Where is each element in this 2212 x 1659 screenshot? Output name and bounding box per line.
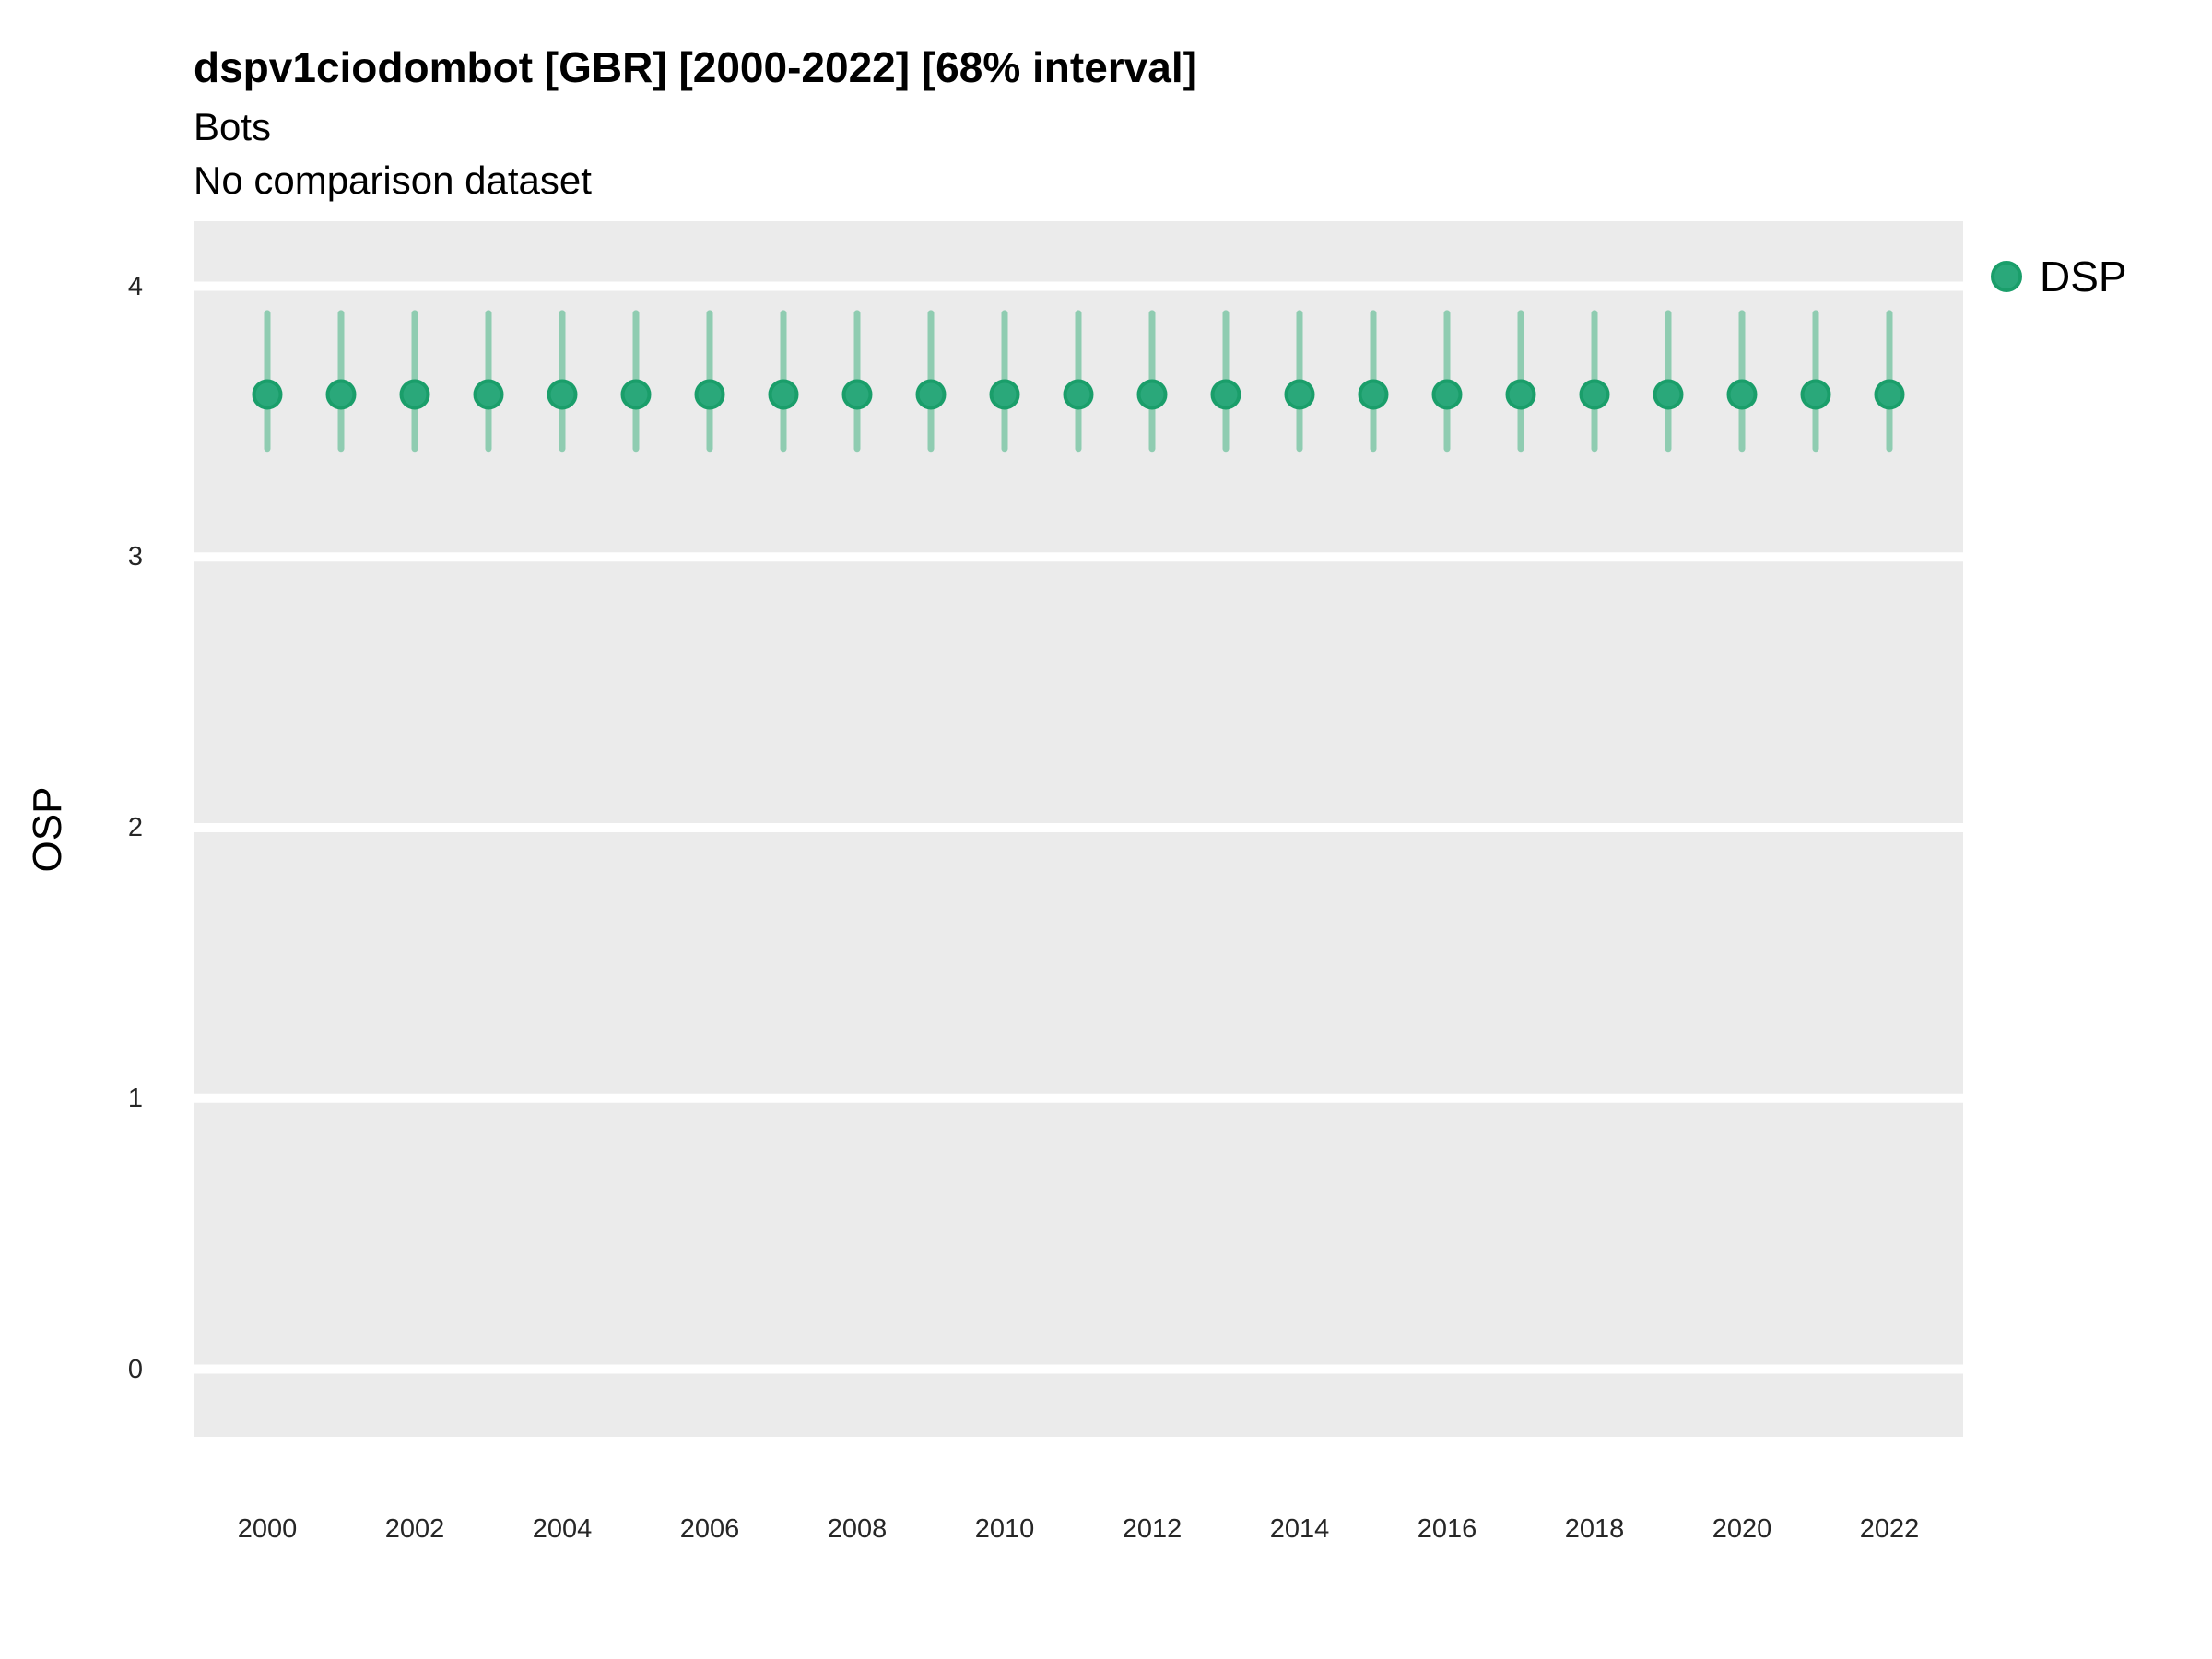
data-point-2022 (1874, 379, 1905, 410)
data-point-2017 (1505, 379, 1536, 410)
x-tick-label-2006: 2006 (679, 1514, 740, 1544)
x-tick-label-2018: 2018 (1564, 1514, 1625, 1544)
x-tick-label-2022: 2022 (1859, 1514, 1920, 1544)
y-tick-label-0: 0 (127, 1354, 143, 1384)
data-point-2003 (473, 379, 504, 410)
chart-comparison-note: No comparison dataset (194, 159, 592, 202)
x-tick-label-2014: 2014 (1269, 1514, 1330, 1544)
data-point-2000 (252, 379, 283, 410)
x-tick-label-2016: 2016 (1417, 1514, 1477, 1544)
y-tick-label-2: 2 (127, 813, 143, 843)
plot-panel (194, 221, 1963, 1437)
data-point-2012 (1136, 379, 1168, 410)
legend: DSP (1986, 249, 2127, 304)
data-point-2001 (325, 379, 357, 410)
y-tick-label-3: 3 (127, 542, 143, 572)
x-tick-label-2008: 2008 (827, 1514, 888, 1544)
data-point-2004 (547, 379, 578, 410)
data-point-2019 (1653, 379, 1684, 410)
data-point-2007 (768, 379, 799, 410)
x-tick-label-2004: 2004 (532, 1514, 593, 1544)
x-tick-label-2020: 2020 (1712, 1514, 1772, 1544)
data-point-2011 (1063, 379, 1094, 410)
x-tick-label-2000: 2000 (237, 1514, 298, 1544)
data-point-2015 (1358, 379, 1389, 410)
data-point-2020 (1726, 379, 1758, 410)
y-tick-label-1: 1 (127, 1083, 143, 1113)
data-point-2013 (1210, 379, 1241, 410)
data-point-2010 (989, 379, 1020, 410)
x-tick-label-2010: 2010 (974, 1514, 1035, 1544)
plot-canvas (194, 281, 1963, 1374)
legend-point-icon (1991, 261, 2022, 292)
data-point-2006 (694, 379, 725, 410)
data-point-2002 (399, 379, 430, 410)
chart-subtitle: Bots (194, 105, 272, 148)
data-point-2005 (620, 379, 652, 410)
x-tick-label-2012: 2012 (1122, 1514, 1182, 1544)
data-point-2018 (1579, 379, 1610, 410)
x-tick-label-2002: 2002 (384, 1514, 445, 1544)
chart-title: dspv1ciodombot [GBR] [2000-2022] [68% in… (194, 43, 1197, 91)
y-tick-label-4: 4 (127, 271, 143, 301)
data-point-2008 (841, 379, 873, 410)
data-point-2009 (915, 379, 947, 410)
legend-label: DSP (2040, 253, 2127, 300)
data-point-2021 (1800, 379, 1831, 410)
data-point-2014 (1284, 379, 1315, 410)
data-point-2016 (1431, 379, 1463, 410)
